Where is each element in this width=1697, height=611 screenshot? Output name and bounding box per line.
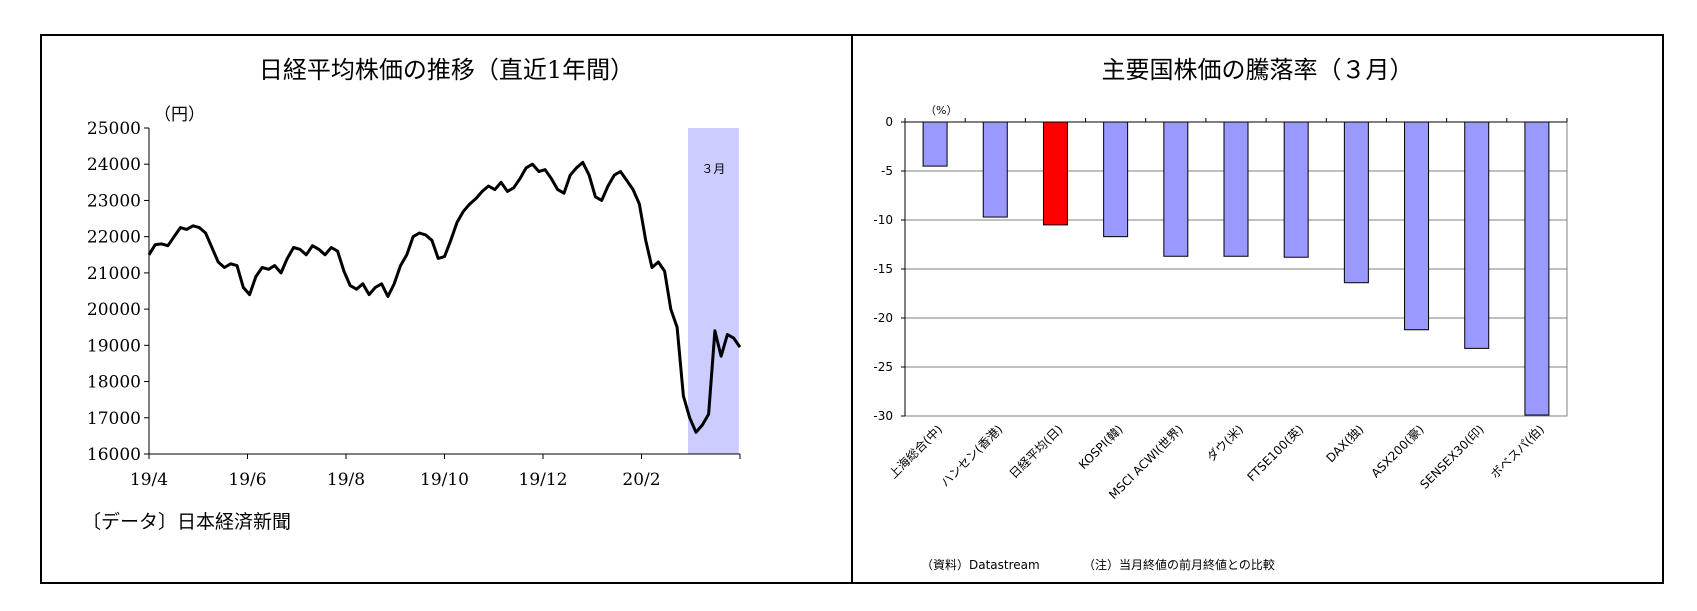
march-highlight-label: ３月: [701, 162, 725, 176]
nikkei-series-line: [147, 160, 742, 434]
right-category-label: 日経平均(日): [1007, 422, 1066, 481]
left-x-tick-label: 20/2: [622, 470, 660, 490]
left-y-tick-label: 20000: [87, 300, 141, 320]
bar-10: [1524, 121, 1550, 416]
left-y-tick-label: 18000: [87, 373, 141, 393]
bar-6: [1283, 121, 1309, 258]
right-category-label: 上海総合(中): [886, 422, 946, 482]
right-y-tick-label: 0: [885, 115, 893, 129]
bar-2: [1042, 121, 1068, 226]
right-y-tick-label: -15: [873, 262, 893, 276]
left-y-unit-label: （円）: [154, 105, 205, 125]
left-y-tick-label: 16000: [87, 445, 141, 465]
left-y-tick-label: 24000: [87, 155, 141, 175]
left-x-tick-label: 19/6: [228, 470, 266, 490]
left-y-tick-label: 22000: [87, 228, 141, 248]
right-y-tick-label: -5: [881, 164, 893, 178]
right-category-label: KOSPI(韓): [1076, 422, 1126, 472]
bar-1: [982, 121, 1008, 218]
left-y-tick-label: 25000: [87, 119, 141, 139]
bar-3: [1103, 121, 1129, 238]
nikkei-line-chart: ３月 16000 17000 18000 19000 20000 21000 22000 23…: [82, 105, 742, 533]
left-x-tick-label: 19/10: [420, 470, 469, 490]
left-chart-title: 日経平均株価の推移（直近1年間）: [258, 56, 635, 84]
left-x-tick-label: 19/8: [327, 470, 365, 490]
right-y-tick-label: -25: [873, 360, 893, 374]
right-source-label: （資料）Datastream: [921, 558, 1040, 572]
bar-7: [1343, 121, 1369, 284]
bar-8: [1404, 121, 1430, 331]
right-chart-title: 主要国株価の騰落率（３月）: [1101, 56, 1414, 84]
left-x-tick-label: 19/4: [130, 470, 168, 490]
bar-4: [1163, 121, 1189, 257]
left-source-label: 〔データ〕日本経済新聞: [82, 511, 291, 533]
right-category-label: ASX200(豪): [1368, 422, 1427, 481]
right-y-tick-label: -20: [873, 311, 893, 325]
march-highlight-band: [687, 128, 739, 454]
bar-9: [1464, 121, 1490, 349]
nikkei-chart-panel: 日経平均株価の推移（直近1年間） ３月 16000 17000 18000 19000…: [40, 34, 853, 584]
right-y-tick-label: -30: [873, 409, 893, 423]
right-y-tick-label: -10: [873, 213, 893, 227]
stock-change-chart-panel: 主要国株価の騰落率（３月） 0 -5 -10 -15 -20 -25 -30 上海総合(中)…: [851, 34, 1664, 584]
bar-0: [922, 121, 948, 167]
left-y-tick-label: 23000: [87, 191, 141, 211]
bar-5: [1223, 121, 1249, 257]
left-y-tick-label: 21000: [87, 264, 141, 284]
right-category-label: ボベスパ(伯): [1487, 422, 1547, 482]
right-category-label: DAX(独): [1323, 422, 1366, 465]
left-y-tick-label: 19000: [87, 336, 141, 356]
right-category-label: SENSEX30(印): [1417, 422, 1486, 491]
left-y-tick-label: 17000: [87, 409, 141, 429]
right-category-label: FTSE100(英): [1244, 422, 1306, 484]
stock-change-bar-chart: 0 -5 -10 -15 -20 -25 -30 上海総合(中)ハンセン(香港) 日経平均(日…: [873, 104, 1568, 572]
right-note-label: （注）当月終値の前月終値との比較: [1083, 557, 1275, 572]
right-category-label: ダウ(米): [1203, 422, 1246, 465]
left-x-tick-label: 19/12: [519, 470, 568, 490]
right-y-unit-label: （%）: [925, 104, 957, 117]
right-category-label: ハンセン(香港): [938, 422, 1005, 489]
